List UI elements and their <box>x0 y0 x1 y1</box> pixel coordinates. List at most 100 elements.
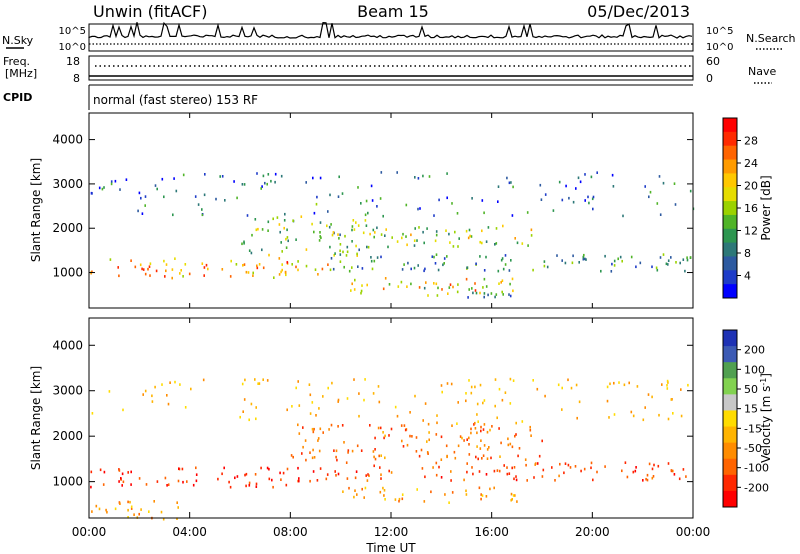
range-gate-cell <box>292 455 294 459</box>
range-gate-cell <box>246 214 249 217</box>
colorbar-swatch <box>723 490 737 508</box>
range-gate-cell <box>244 473 246 477</box>
range-gate-cell <box>358 248 360 252</box>
range-gate-cell <box>468 228 471 232</box>
range-gate-cell <box>234 476 236 480</box>
range-gate-cell <box>646 473 649 477</box>
range-gate-cell <box>449 283 452 286</box>
range-gate-cell <box>125 178 128 181</box>
range-gate-cell <box>423 286 426 290</box>
range-gate-cell <box>279 230 281 234</box>
range-gate-cell <box>155 269 158 273</box>
range-gate-cell <box>504 254 507 257</box>
range-gate-cell <box>424 402 427 405</box>
range-gate-cell <box>567 463 570 467</box>
range-gate-cell <box>203 266 206 269</box>
range-gate-cell <box>446 172 448 175</box>
range-gate-cell <box>405 235 407 238</box>
range-gate-cell <box>418 454 421 458</box>
nsearch-tick-bottom: 10^0 <box>706 42 733 53</box>
range-gate-cell <box>496 416 498 420</box>
range-gate-cell <box>266 466 269 470</box>
range-gate-cell <box>382 214 384 218</box>
range-gate-cell <box>501 398 504 402</box>
colorbar-swatch <box>723 410 737 428</box>
y-tick-label: 4000 <box>52 338 83 352</box>
range-gate-cell <box>239 415 241 419</box>
range-gate-cell <box>337 472 340 476</box>
range-gate-cell <box>659 213 662 216</box>
range-gate-cell <box>672 469 674 473</box>
range-gate-cell <box>160 510 163 514</box>
range-gate-cell <box>618 381 620 384</box>
colorbar-swatch <box>723 442 737 460</box>
range-gate-cell <box>224 199 226 202</box>
range-gate-cell <box>543 264 546 268</box>
range-gate-cell <box>497 200 499 203</box>
range-gate-cell <box>518 447 521 450</box>
range-gate-cell <box>161 383 163 386</box>
range-gate-cell <box>219 175 221 178</box>
range-gate-cell <box>521 420 524 423</box>
range-gate-cell <box>613 413 616 416</box>
range-gate-cell <box>165 263 168 266</box>
range-gate-cell <box>320 236 322 239</box>
range-gate-cell <box>446 382 449 385</box>
range-gate-cell <box>576 416 578 420</box>
range-gate-cell <box>476 431 478 435</box>
range-gate-cell <box>427 422 430 426</box>
range-gate-cell <box>140 508 142 511</box>
colorbar-swatch <box>723 270 737 285</box>
range-gate-cell <box>515 421 517 425</box>
range-gate-cell <box>181 467 184 471</box>
range-gate-cell <box>423 241 425 245</box>
range-gate-cell <box>635 265 637 269</box>
nsky-panel: N.Sky 10^5 10^0 10^5 10^0 N.Search <box>2 21 796 53</box>
colorbar-swatch <box>723 145 737 161</box>
range-gate-cell <box>318 239 321 242</box>
range-gate-cell <box>486 457 489 460</box>
range-gate-cell <box>466 438 468 441</box>
colorbar-swatch <box>723 214 737 230</box>
range-gate-cell <box>312 470 315 473</box>
range-gate-cell <box>286 467 289 471</box>
range-gate-cell <box>465 392 467 395</box>
range-gate-cell <box>406 443 409 447</box>
range-gate-cell <box>338 237 340 240</box>
range-gate-cell <box>297 423 299 427</box>
range-gate-cell <box>388 434 390 437</box>
range-gate-cell <box>674 203 677 206</box>
range-gate-cell <box>536 387 539 391</box>
range-gate-cell <box>457 283 459 286</box>
range-gate-cell <box>129 500 131 504</box>
range-gate-cell <box>388 283 391 286</box>
range-gate-cell <box>483 292 486 295</box>
range-gate-cell <box>557 383 560 387</box>
range-gate-cell <box>662 181 665 185</box>
range-gate-cell <box>453 450 456 454</box>
range-gate-cell <box>370 256 372 259</box>
range-gate-cell <box>328 225 331 229</box>
range-gate-cell <box>337 195 340 198</box>
range-gate-cell <box>511 277 514 281</box>
range-gate-cell <box>242 410 244 413</box>
range-gate-cell <box>405 203 408 207</box>
range-gate-cell <box>621 259 623 263</box>
range-gate-cell <box>485 255 487 259</box>
range-gate-cell <box>188 272 191 276</box>
range-gate-cell <box>341 192 344 195</box>
range-gate-cell <box>679 261 681 265</box>
range-gate-cell <box>364 213 367 217</box>
range-gate-cell <box>558 180 561 184</box>
range-gate-cell <box>98 186 101 190</box>
range-gate-cell <box>498 282 500 285</box>
y-tick-label: 4000 <box>52 133 83 147</box>
range-gate-cell <box>103 470 106 474</box>
range-gate-cell <box>144 272 147 276</box>
range-gate-cell <box>556 254 558 257</box>
range-gate-cell <box>511 498 513 501</box>
colorbar-swatch <box>723 346 737 363</box>
range-gate-cell <box>413 239 416 242</box>
range-gate-cell <box>513 466 516 469</box>
range-gate-cell <box>374 457 377 461</box>
